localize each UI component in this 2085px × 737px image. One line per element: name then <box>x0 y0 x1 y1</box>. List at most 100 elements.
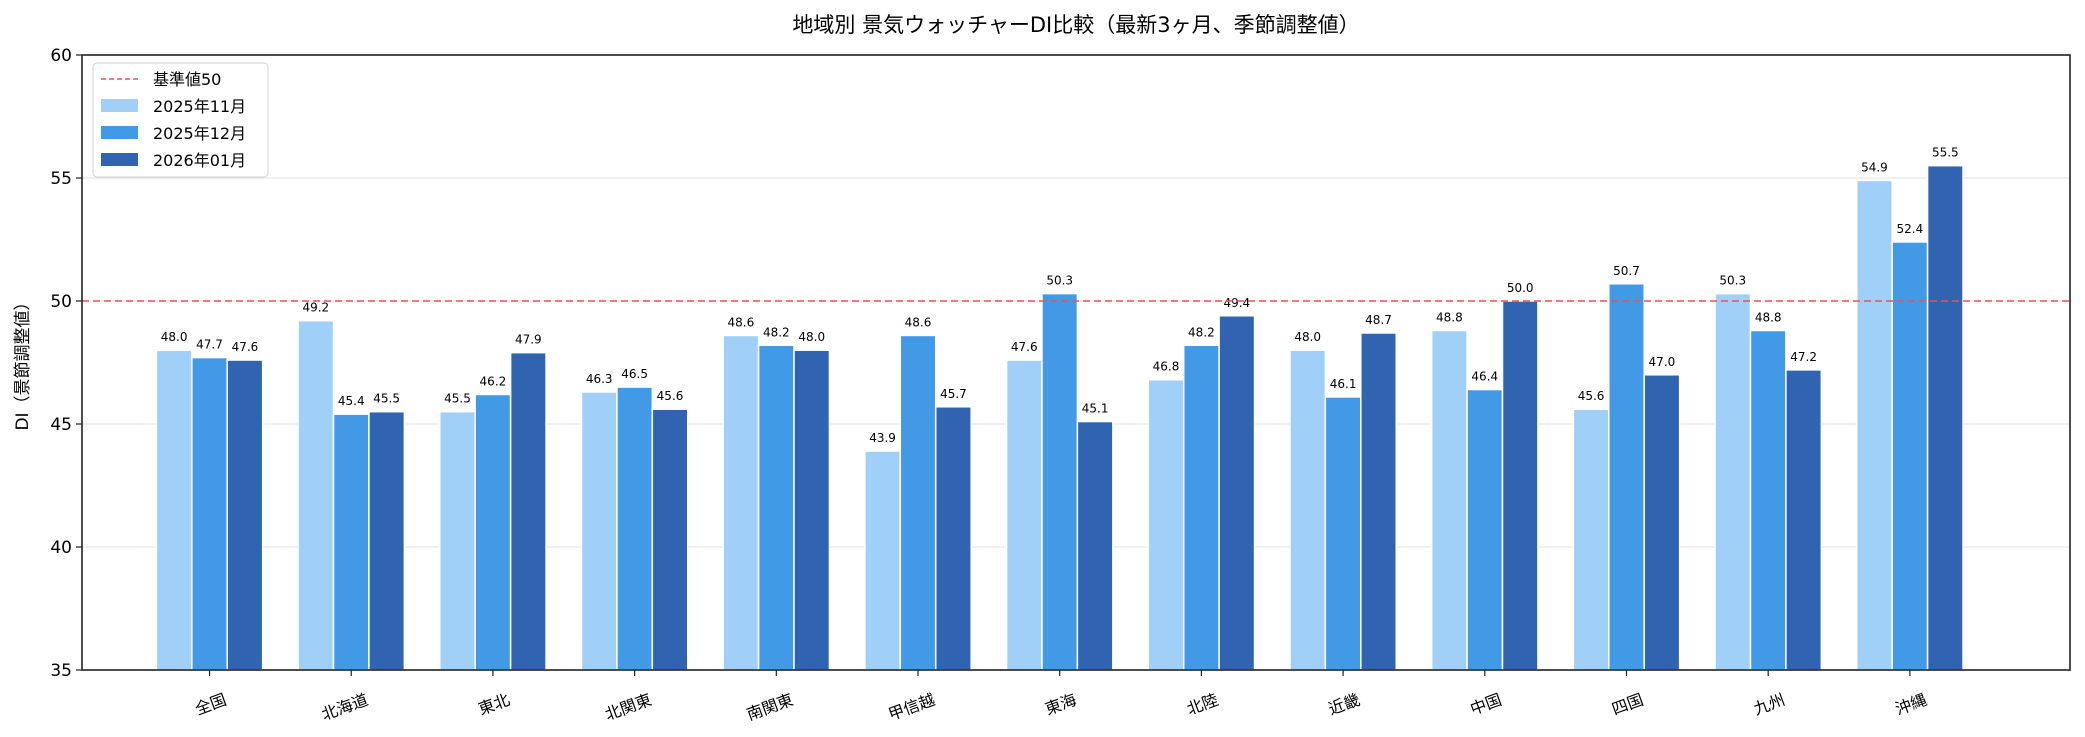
data-label: 43.9 <box>869 431 896 445</box>
bar <box>1360 332 1397 671</box>
bars <box>155 164 1964 671</box>
x-tick-label: 北海道 <box>319 690 371 724</box>
bar <box>1572 408 1610 671</box>
data-label: 45.1 <box>1082 402 1109 416</box>
data-label: 48.6 <box>905 315 932 329</box>
legend-swatch <box>101 153 138 166</box>
legend-label: 基準値50 <box>153 70 221 89</box>
bar <box>226 359 264 671</box>
x-tick-label: 近畿 <box>1326 690 1363 719</box>
x-tick-label: 沖縄 <box>1893 690 1930 719</box>
bar <box>191 356 228 671</box>
data-label: 50.7 <box>1613 264 1640 278</box>
bar <box>1926 164 1964 671</box>
data-label: 46.3 <box>586 372 613 386</box>
data-label: 48.2 <box>763 325 790 339</box>
y-tick-label: 35 <box>50 661 72 681</box>
data-label: 48.8 <box>1436 311 1463 325</box>
data-label: 52.4 <box>1897 222 1924 236</box>
data-label: 48.0 <box>1294 330 1321 344</box>
data-label: 50.3 <box>1719 274 1746 288</box>
bar <box>1785 369 1823 671</box>
data-label: 47.9 <box>515 333 542 347</box>
data-label: 49.2 <box>302 301 329 315</box>
bar <box>474 393 512 671</box>
data-label: 46.5 <box>621 367 648 381</box>
data-label: 49.4 <box>1223 296 1250 310</box>
bar <box>1749 329 1787 671</box>
x-tick-label: 北陸 <box>1184 690 1221 719</box>
legend-label: 2025年11月 <box>153 97 246 116</box>
data-label: 45.7 <box>940 387 967 401</box>
bar <box>934 406 972 671</box>
data-label: 46.2 <box>480 374 507 388</box>
bar <box>1218 315 1256 671</box>
plot-frame <box>81 54 2071 671</box>
bar <box>1608 283 1645 671</box>
x-tick-label: 甲信越 <box>886 690 938 724</box>
x-tick-label: 全国 <box>192 690 229 719</box>
bar <box>1501 300 1539 671</box>
chart-title: 地域別 景気ウォッチャーDI比較（最新3ヶ月、季節調整値） <box>792 13 1359 37</box>
legend-swatch <box>101 99 138 112</box>
data-label: 46.1 <box>1330 377 1357 391</box>
data-label: 45.5 <box>373 392 400 406</box>
data-label: 50.0 <box>1507 281 1534 295</box>
bar <box>1643 374 1681 671</box>
data-label: 50.3 <box>1046 274 1073 288</box>
data-label: 48.0 <box>161 330 188 344</box>
data-label: 48.6 <box>728 315 755 329</box>
data-label: 45.4 <box>338 394 365 408</box>
data-label: 45.5 <box>444 392 471 406</box>
bar <box>616 386 654 671</box>
y-tick-label: 60 <box>50 46 72 66</box>
bar <box>509 351 547 671</box>
bar <box>1182 344 1220 671</box>
x-tick-label: 北関東 <box>602 690 654 724</box>
y-axis: 35 40 45 50 55 60 <box>50 46 82 681</box>
y-tick-label: 40 <box>50 538 72 558</box>
x-axis: 全国 北海道 東北 北関東 南関東 甲信越 東海 北陸 近畿 中国 四国 九州 沖縄 <box>192 670 1929 724</box>
x-tick-label: 東北 <box>476 690 513 719</box>
y-tick-label: 45 <box>50 415 72 435</box>
data-label: 48.2 <box>1188 325 1215 339</box>
y-tick-label: 55 <box>50 169 72 189</box>
bar <box>1430 329 1468 671</box>
y-axis-label: DI（景節調整値） <box>13 293 33 430</box>
x-tick-label: 南関東 <box>744 690 796 724</box>
bar <box>1076 420 1114 671</box>
legend: 基準値50 2025年11月 2025年12月 2026年01月 <box>92 62 269 178</box>
bar <box>368 410 406 671</box>
data-label: 47.0 <box>1649 355 1676 369</box>
bar <box>1289 349 1327 671</box>
data-label: 45.6 <box>1578 389 1605 403</box>
bar <box>439 410 476 671</box>
bar <box>297 319 335 671</box>
data-label: 46.8 <box>1153 360 1180 374</box>
bar <box>899 334 937 671</box>
x-tick-label: 四国 <box>1609 690 1646 719</box>
bar <box>155 349 193 671</box>
legend-frame <box>92 62 269 178</box>
data-label: 46.4 <box>1471 370 1498 384</box>
legend-swatch <box>101 126 138 139</box>
data-label: 54.9 <box>1861 160 1888 174</box>
data-labels: 48.0 47.7 47.6 49.2 45.4 45.5 45.5 46.2 47.9 46.3… <box>161 146 1959 445</box>
data-label: 47.7 <box>196 338 223 352</box>
data-label: 55.5 <box>1932 146 1959 160</box>
bar <box>722 334 760 671</box>
bar <box>1714 292 1752 671</box>
legend-label: 2025年12月 <box>153 124 246 143</box>
x-tick-label: 九州 <box>1751 690 1788 719</box>
y-tick-label: 50 <box>50 292 72 312</box>
bar <box>1324 396 1362 671</box>
x-tick-label: 東海 <box>1042 690 1079 719</box>
bar <box>1466 388 1504 671</box>
legend-label: 2026年01月 <box>153 151 246 170</box>
bar <box>1855 179 1893 671</box>
x-tick-label: 中国 <box>1468 690 1505 719</box>
bar <box>757 344 795 671</box>
bar <box>864 450 902 671</box>
bar <box>793 349 831 671</box>
